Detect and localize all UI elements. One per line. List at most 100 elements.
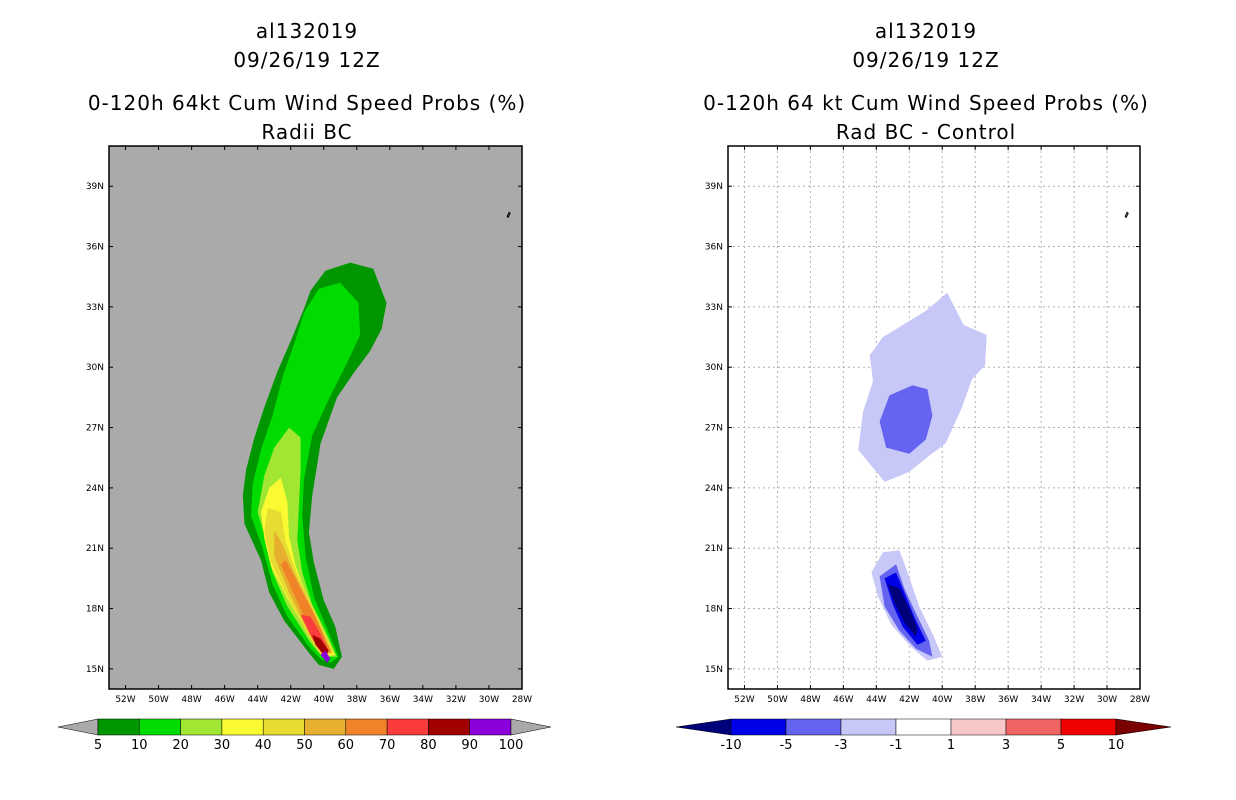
x-tick-label: 46W <box>214 695 234 705</box>
x-tick-label: 36W <box>380 695 400 705</box>
colorbar-segment <box>221 718 264 736</box>
y-tick-label: 33N <box>86 303 104 313</box>
colorbar-segment <box>1060 718 1117 736</box>
x-tick-label: 44W <box>248 695 268 705</box>
colorbar-over-triangle <box>1115 718 1172 736</box>
colorbar-label: 1 <box>947 738 955 753</box>
colorbar-label: 50 <box>296 738 313 753</box>
colorbar-label: 60 <box>338 738 355 753</box>
x-tick-label: 38W <box>347 695 367 705</box>
x-tick-label: 36W <box>998 695 1018 705</box>
y-tick-label: 21N <box>705 544 723 554</box>
right-title-line-4: Rad BC - Control <box>835 120 1017 144</box>
colorbar-segment <box>840 718 897 736</box>
contour-level-90 <box>320 650 331 663</box>
x-tick-label: 32W <box>446 695 466 705</box>
colorbar-label: 90 <box>461 738 478 753</box>
y-tick-label: 30N <box>705 363 723 373</box>
left-title-line-1: al132019 <box>255 19 359 43</box>
y-tick-label: 27N <box>705 424 723 434</box>
colorbar-segment <box>262 718 305 736</box>
x-tick-label: 30W <box>1097 695 1117 705</box>
colorbar-segment <box>428 718 470 736</box>
y-tick-label: 21N <box>86 544 104 554</box>
colorbar-segment <box>180 718 223 736</box>
y-tick-label: 33N <box>705 303 723 313</box>
y-tick-label: 39N <box>705 182 723 192</box>
x-tick-label: 30W <box>479 695 499 705</box>
x-tick-label: 48W <box>181 695 201 705</box>
y-tick-label: 30N <box>86 363 104 373</box>
colorbar-label: -10 <box>720 738 741 753</box>
colorbar-label: 5 <box>1057 738 1065 753</box>
colorbar-label: 40 <box>255 738 272 753</box>
y-tick-label: 15N <box>705 665 723 675</box>
colorbar-label: 20 <box>172 738 189 753</box>
x-tick-label: 50W <box>767 695 787 705</box>
colorbar-label: 10 <box>1108 738 1125 753</box>
colorbar-label: 5 <box>94 738 102 753</box>
contour-layer <box>728 146 1140 689</box>
x-tick-label: 50W <box>148 695 168 705</box>
x-tick-label: 28W <box>512 695 532 705</box>
x-tick-label: 52W <box>115 695 135 705</box>
island-outline <box>506 211 511 219</box>
left-title-line-3: 0-120h 64kt Cum Wind Speed Probs (%) <box>87 91 527 115</box>
y-tick-label: 27N <box>86 424 104 434</box>
y-tick-label: 18N <box>705 605 723 615</box>
y-tick-label: 36N <box>86 243 104 253</box>
left-title-line-2: 09/26/19 12Z <box>233 48 381 72</box>
y-tick-label: 15N <box>86 665 104 675</box>
x-tick-label: 42W <box>899 695 919 705</box>
colorbar-label: -5 <box>780 738 793 753</box>
colorbar-segment <box>730 718 787 736</box>
x-tick-label: 40W <box>314 695 334 705</box>
x-tick-label: 38W <box>965 695 985 705</box>
colorbar-segment <box>469 718 512 736</box>
plot-frame <box>727 145 1141 690</box>
colorbar-label: -3 <box>835 738 848 753</box>
colorbar-under-triangle <box>675 718 732 736</box>
contour-level-neg3 <box>879 385 933 454</box>
left-title-line-4: Radii BC <box>261 120 353 144</box>
contour-layer <box>242 211 511 669</box>
colorbar-segment <box>386 718 429 736</box>
colorbar-segment <box>304 718 347 736</box>
right-title-line-2: 09/26/19 12Z <box>852 48 1000 72</box>
colorbar-over-triangle <box>510 718 552 736</box>
right-title-line-1: al132019 <box>874 19 978 43</box>
colorbar-segment <box>345 718 388 736</box>
x-tick-label: 48W <box>800 695 820 705</box>
x-tick-label: 42W <box>281 695 301 705</box>
colorbar-segment <box>97 718 140 736</box>
colorbar-label: 100 <box>499 738 524 753</box>
colorbar-segment <box>895 718 952 736</box>
colorbar-segment <box>1005 718 1062 736</box>
x-tick-label: 40W <box>932 695 952 705</box>
colorbar-segment <box>139 718 181 736</box>
x-tick-label: 28W <box>1130 695 1150 705</box>
x-tick-label: 34W <box>413 695 433 705</box>
colorbar-segment <box>785 718 842 736</box>
x-tick-label: 46W <box>833 695 853 705</box>
colorbar-segment <box>950 718 1007 736</box>
y-tick-label: 36N <box>705 243 723 253</box>
y-tick-label: 24N <box>86 484 104 494</box>
y-tick-label: 24N <box>705 484 723 494</box>
y-tick-label: 18N <box>86 605 104 615</box>
colorbar-label: 80 <box>420 738 437 753</box>
contour-level-neg10 <box>887 584 918 637</box>
colorbar-label: 30 <box>214 738 231 753</box>
x-tick-label: 34W <box>1031 695 1051 705</box>
colorbar-label: 70 <box>379 738 396 753</box>
colorbar-label: -1 <box>890 738 903 753</box>
colorbar-under-triangle <box>57 718 99 736</box>
x-tick-label: 32W <box>1064 695 1084 705</box>
right-title-line-3: 0-120h 64 kt Cum Wind Speed Probs (%) <box>703 91 1149 115</box>
colorbar-label: 3 <box>1002 738 1010 753</box>
x-tick-label: 44W <box>866 695 886 705</box>
x-tick-label: 52W <box>734 695 754 705</box>
y-tick-label: 39N <box>86 182 104 192</box>
colorbar-label: 10 <box>131 738 148 753</box>
